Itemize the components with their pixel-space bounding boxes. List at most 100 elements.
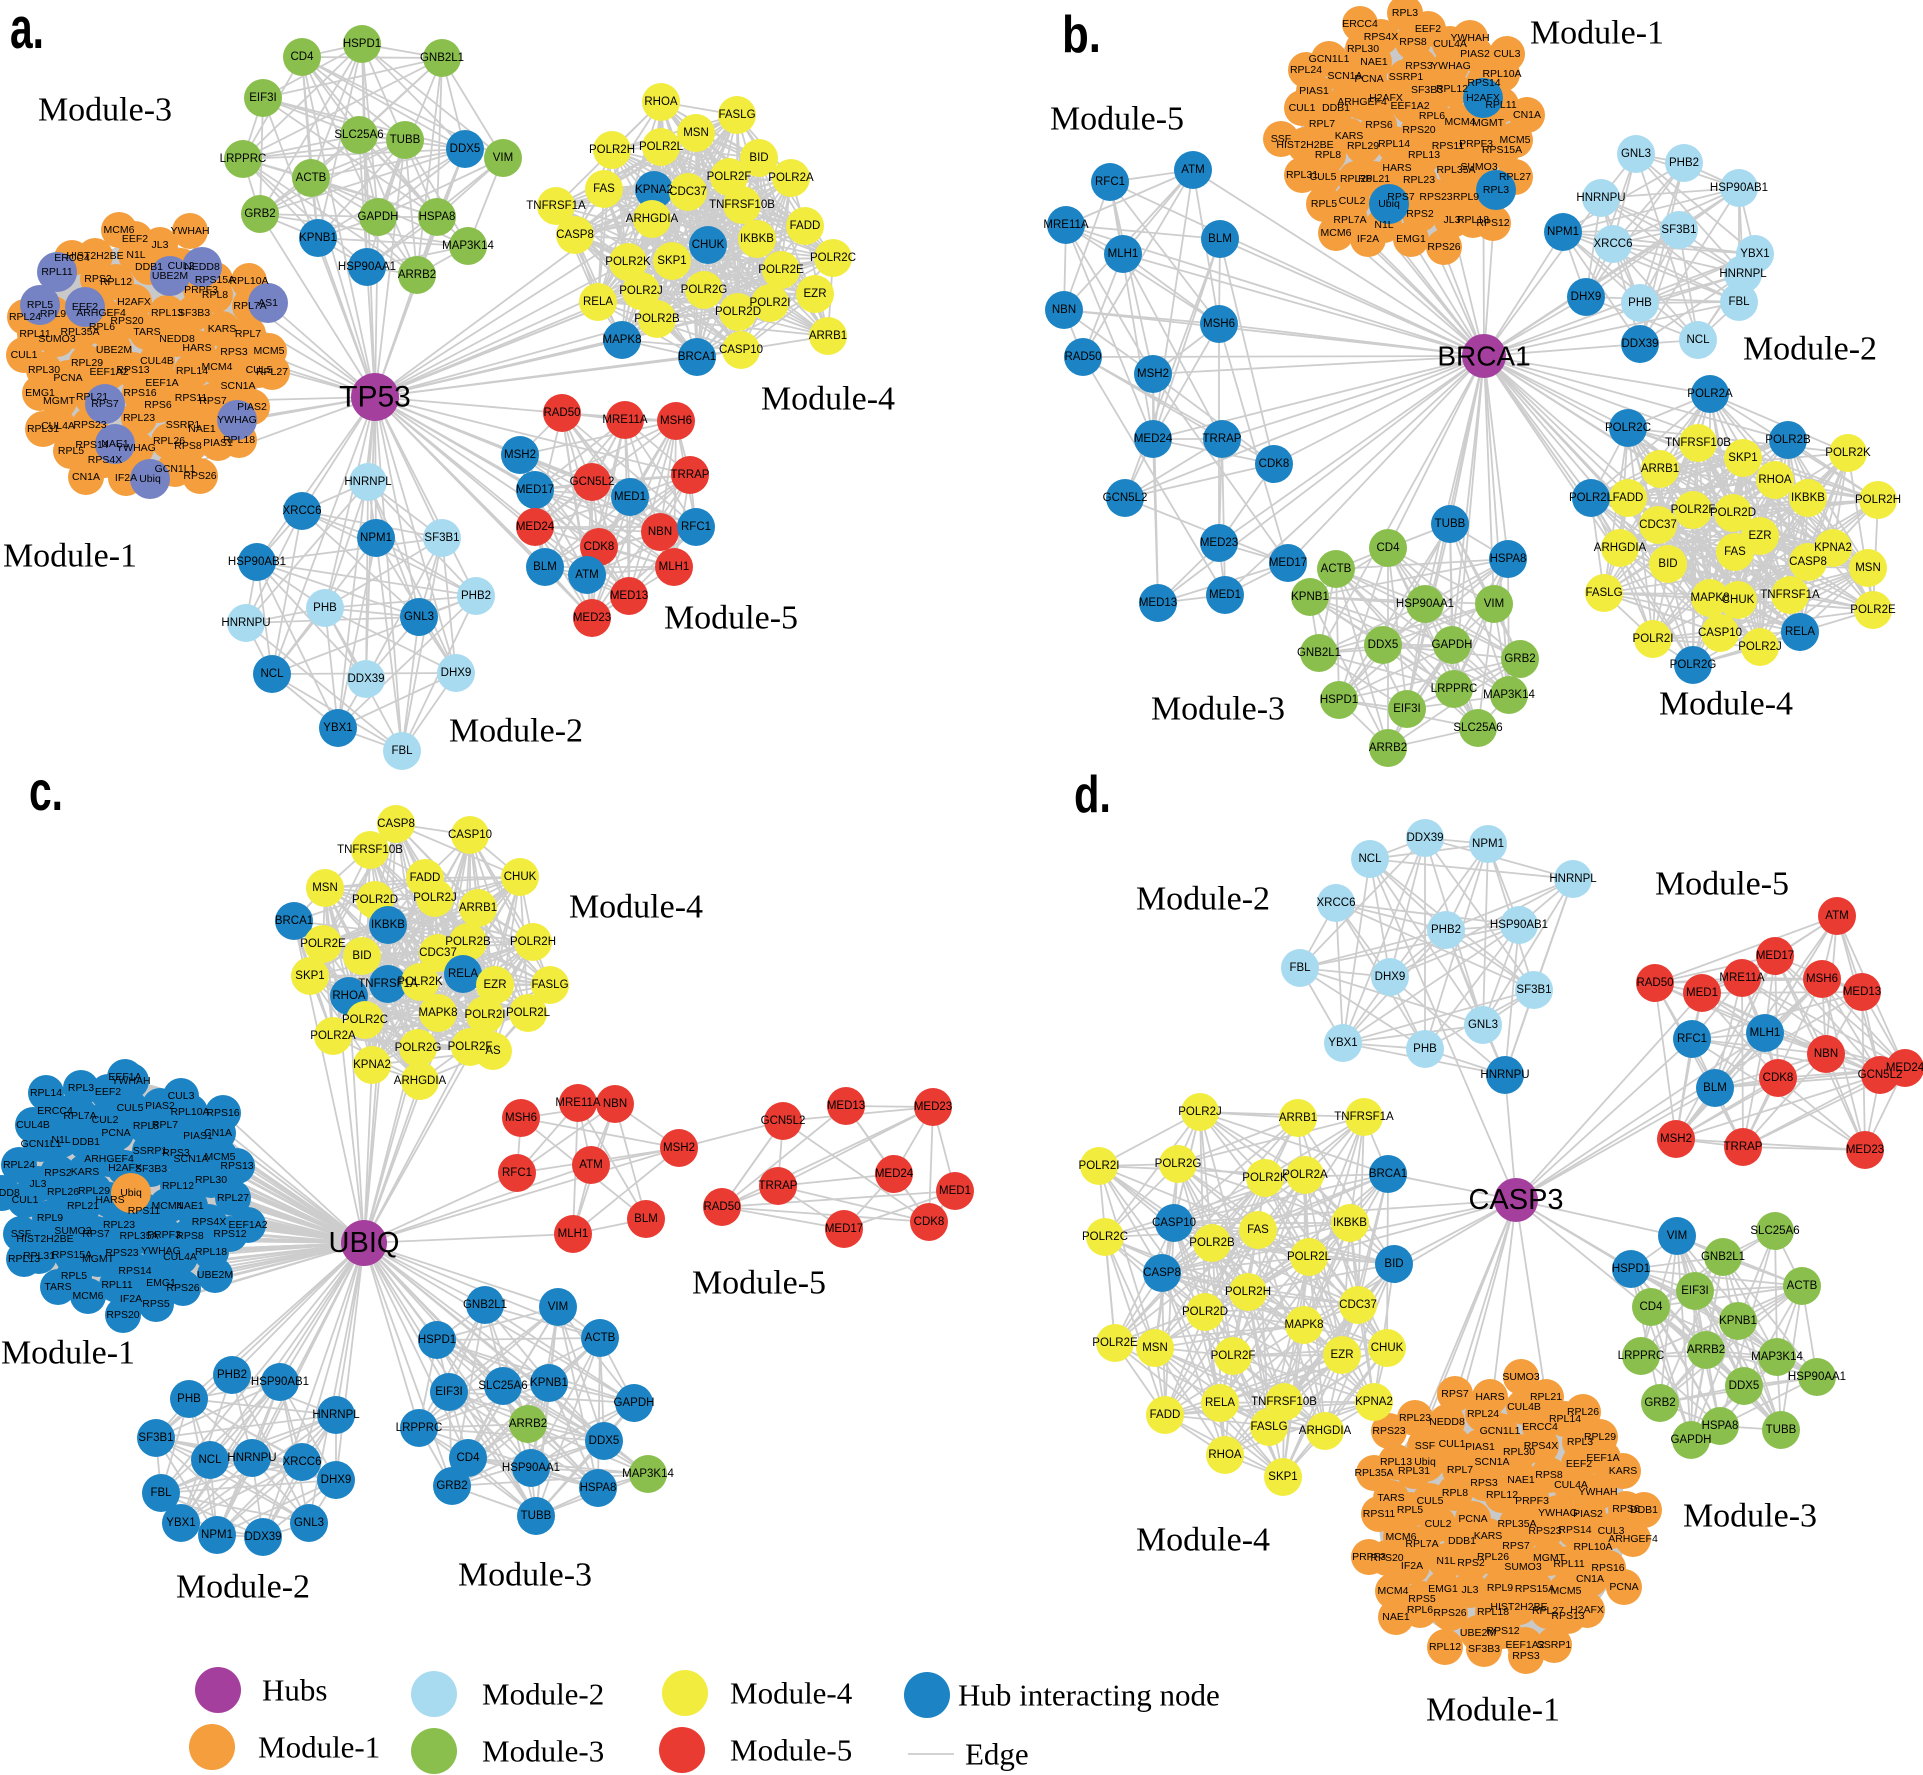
svg-text:MSH6: MSH6: [1203, 318, 1235, 330]
svg-text:ACTB: ACTB: [1321, 563, 1352, 575]
svg-text:CUL5: CUL5: [117, 1102, 144, 1114]
svg-text:RPL31: RPL31: [1286, 169, 1318, 181]
svg-text:SUMO3: SUMO3: [54, 1225, 92, 1237]
svg-text:RPS15A: RPS15A: [1482, 144, 1522, 156]
svg-text:FAS: FAS: [1724, 546, 1746, 558]
svg-text:POLR2I: POLR2I: [1633, 633, 1674, 645]
svg-text:SCN1A: SCN1A: [220, 380, 255, 392]
svg-text:YWHAH: YWHAH: [1450, 32, 1489, 44]
svg-text:PHB2: PHB2: [217, 1369, 247, 1381]
svg-text:ARHGEF4: ARHGEF4: [84, 1153, 134, 1165]
svg-text:YWHAH: YWHAH: [170, 225, 209, 237]
svg-text:IF2A: IF2A: [115, 472, 137, 484]
svg-text:FAS: FAS: [593, 183, 615, 195]
svg-text:YWHAG: YWHAG: [1431, 60, 1471, 72]
svg-text:CUL1: CUL1: [1289, 102, 1316, 114]
svg-text:MRE11A: MRE11A: [1719, 972, 1764, 984]
svg-text:RPL18: RPL18: [195, 1246, 227, 1258]
svg-text:RPL31: RPL31: [23, 1250, 55, 1262]
svg-text:RPL5: RPL5: [58, 445, 84, 457]
svg-text:ERCC4: ERCC4: [54, 252, 90, 264]
svg-text:SSRP1: SSRP1: [133, 1145, 168, 1157]
svg-text:POLR2A: POLR2A: [310, 1030, 356, 1042]
svg-text:PCNA: PCNA: [101, 1127, 130, 1139]
svg-text:RPL26: RPL26: [153, 435, 185, 447]
svg-text:RPL10A: RPL10A: [1573, 1541, 1612, 1553]
svg-text:TNFRSF10B: TNFRSF10B: [1665, 437, 1731, 449]
svg-text:RELA: RELA: [1785, 626, 1815, 638]
svg-text:PHB2: PHB2: [1669, 157, 1699, 169]
svg-text:RPL18: RPL18: [1457, 214, 1489, 226]
svg-text:NEDD8: NEDD8: [184, 261, 220, 273]
svg-text:RPS7: RPS7: [82, 1228, 110, 1240]
svg-text:d.: d.: [1074, 766, 1111, 824]
svg-text:BLM: BLM: [1703, 1082, 1727, 1094]
svg-text:Module-4: Module-4: [1136, 1522, 1270, 1559]
svg-text:RPL27: RPL27: [256, 366, 288, 378]
svg-text:SF3B3: SF3B3: [1411, 84, 1443, 96]
svg-text:Ubiq: Ubiq: [1378, 198, 1400, 210]
svg-text:NAE1: NAE1: [1360, 56, 1388, 68]
svg-text:POLR2D: POLR2D: [715, 306, 761, 318]
svg-text:GRB2: GRB2: [1504, 653, 1535, 665]
svg-text:IKBKB: IKBKB: [371, 919, 405, 931]
svg-text:CDC37: CDC37: [1339, 1299, 1377, 1311]
svg-text:RPS20: RPS20: [1370, 1552, 1403, 1564]
svg-text:HSPA8: HSPA8: [1490, 553, 1527, 565]
svg-text:POLR2G: POLR2G: [681, 284, 728, 296]
svg-text:NPM1: NPM1: [360, 532, 392, 544]
svg-text:RELA: RELA: [1205, 1397, 1235, 1409]
svg-text:RPS15A: RPS15A: [195, 274, 235, 286]
svg-text:POLR2K: POLR2K: [1242, 1172, 1288, 1184]
svg-text:RPL10A: RPL10A: [1482, 68, 1521, 80]
svg-text:RPS2: RPS2: [1406, 208, 1434, 220]
svg-text:FADD: FADD: [1613, 492, 1644, 504]
svg-text:RPL14: RPL14: [30, 1087, 62, 1099]
svg-text:MSH2: MSH2: [1660, 1133, 1692, 1145]
svg-text:POLR2B: POLR2B: [445, 936, 491, 948]
svg-text:RPS16: RPS16: [123, 387, 156, 399]
svg-text:RPL27: RPL27: [1532, 1605, 1564, 1617]
svg-text:MAP3K14: MAP3K14: [1483, 689, 1535, 701]
svg-text:MED17: MED17: [825, 1223, 863, 1235]
svg-text:RHOA: RHOA: [1758, 474, 1792, 486]
svg-text:LRPPRC: LRPPRC: [396, 1422, 443, 1434]
svg-text:RELA: RELA: [448, 968, 478, 980]
svg-text:PCNA: PCNA: [53, 372, 82, 384]
svg-text:YWHAG: YWHAG: [141, 1245, 181, 1257]
svg-text:SCN1A: SCN1A: [173, 1153, 208, 1165]
svg-text:SUMO3: SUMO3: [1504, 1561, 1542, 1573]
svg-text:BID: BID: [749, 152, 768, 164]
svg-text:CUL4A: CUL4A: [41, 420, 75, 432]
svg-text:DHX9: DHX9: [1375, 971, 1406, 983]
svg-text:Module-2: Module-2: [482, 1677, 604, 1712]
svg-text:ARHGEF4: ARHGEF4: [1337, 96, 1387, 108]
svg-text:RPL10A: RPL10A: [170, 1106, 209, 1118]
svg-text:YWHAG: YWHAG: [217, 414, 257, 426]
svg-text:IF2A: IF2A: [1357, 233, 1379, 245]
svg-text:PHB2: PHB2: [461, 590, 491, 602]
svg-text:SKP1: SKP1: [1268, 1471, 1297, 1483]
svg-text:CHUK: CHUK: [504, 871, 537, 883]
svg-text:RPS26: RPS26: [166, 1282, 199, 1294]
svg-text:KPNA2: KPNA2: [353, 1059, 391, 1071]
svg-text:CD4: CD4: [1376, 542, 1400, 554]
svg-text:POLR2I: POLR2I: [750, 297, 791, 309]
svg-text:EEF1A: EEF1A: [145, 377, 178, 389]
svg-text:NAE1: NAE1: [1382, 1611, 1410, 1623]
svg-text:N1L: N1L: [126, 249, 145, 261]
svg-text:TNFRSF1A: TNFRSF1A: [1760, 589, 1820, 601]
svg-text:POLR2F: POLR2F: [448, 1041, 493, 1053]
svg-text:ARHGEF4: ARHGEF4: [1608, 1533, 1658, 1545]
svg-text:NPM1: NPM1: [1547, 226, 1579, 238]
svg-text:RPL13: RPL13: [1380, 1456, 1412, 1468]
svg-text:SLC25A6: SLC25A6: [478, 1380, 527, 1392]
svg-text:ARHGEF4: ARHGEF4: [76, 307, 126, 319]
svg-text:POLR2C: POLR2C: [1082, 1231, 1128, 1243]
svg-text:RPS14: RPS14: [75, 439, 108, 451]
svg-text:Module-2: Module-2: [176, 1569, 310, 1606]
svg-text:NBN: NBN: [1814, 1048, 1838, 1060]
svg-text:RPS4X: RPS4X: [192, 1216, 226, 1228]
svg-text:RPL11: RPL11: [41, 266, 72, 278]
svg-text:HSP90AA1: HSP90AA1: [338, 261, 396, 273]
